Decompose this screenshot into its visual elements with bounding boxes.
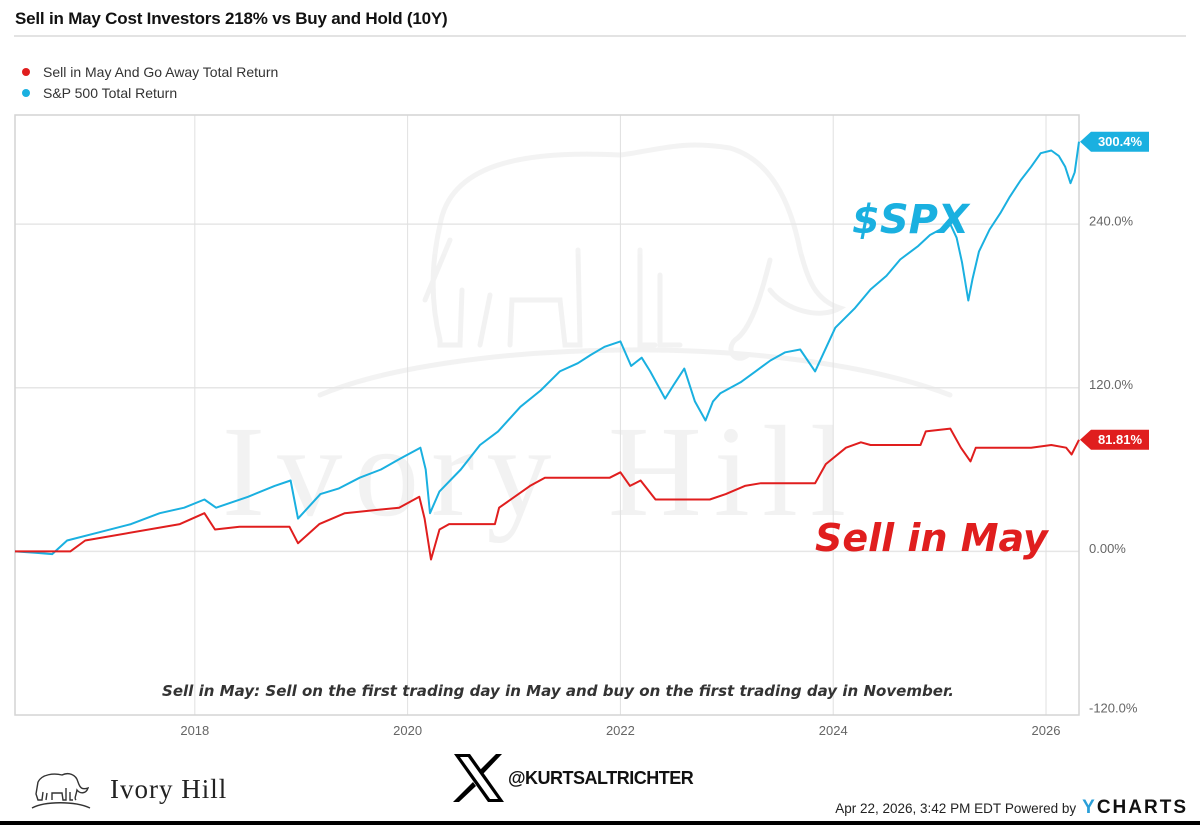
series-line-sell-in-may: [15, 427, 1080, 561]
x-tick-label: 2024: [819, 723, 848, 738]
title-divider: [14, 35, 1186, 37]
y-tick-label: -120.0%: [1089, 700, 1138, 715]
handle-text: @KURTSALTRICHTER: [508, 767, 694, 788]
footer-brand-name: Ivory Hill: [110, 773, 228, 804]
end-label-sp500: 300.4%: [1080, 131, 1149, 152]
legend-dot-sell-in-may: [22, 67, 30, 76]
watermark: Ivory Hill: [222, 142, 953, 544]
y-tick-label: 240.0%: [1089, 214, 1134, 229]
x-tick-label: 2018: [180, 723, 209, 738]
footer-brand-logo: Ivory Hill: [30, 768, 227, 810]
chart-title: Sell in May Cost Investors 218% vs Buy a…: [15, 9, 448, 28]
x-tick-label: 2020: [393, 723, 422, 738]
bottom-border: [0, 821, 1200, 825]
legend-label: Sell in May And Go Away Total Return: [43, 63, 279, 80]
legend: Sell in May And Go Away Total Return S&P…: [22, 61, 278, 103]
series-line-sp500: [14, 141, 1080, 556]
y-axis-ticks: -120.0% 0.00% 120.0% 240.0%: [1089, 214, 1138, 716]
legend-item-sp500[interactable]: S&P 500 Total Return: [22, 82, 278, 103]
plot-border: [14, 114, 1080, 716]
x-tick-label: 2026: [1032, 723, 1061, 738]
annotation-spx: $SPX: [852, 197, 971, 243]
watermark-text: Ivory Hill: [222, 400, 858, 544]
social-handle[interactable]: @KURTSALTRICHTER: [452, 752, 694, 804]
annotation-footnote: Sell in May: Sell on the first trading d…: [162, 682, 954, 700]
timestamp: Apr 22, 2026, 3:42 PM EDT: [835, 800, 1002, 816]
end-label-flag: [1080, 131, 1149, 152]
elephant-icon: [31, 773, 91, 809]
end-label-flag: [1080, 429, 1149, 450]
end-label-text: 300.4%: [1098, 134, 1143, 149]
elephant-icon: [422, 142, 847, 361]
end-label-text: 81.81%: [1098, 432, 1143, 447]
x-tick-label: 2022: [606, 723, 635, 738]
legend-item-sell-in-may[interactable]: Sell in May And Go Away Total Return: [22, 61, 278, 82]
x-logo-icon: [453, 754, 504, 802]
x-axis-ticks: 2018 2020 2022 2024 2026: [180, 723, 1060, 738]
annotation-sell-in-may: Sell in May: [815, 516, 1050, 560]
end-labels: 300.4% 81.81%: [1080, 131, 1149, 450]
ycharts-y: Y: [1082, 797, 1097, 818]
ycharts-rest: CHARTS: [1096, 797, 1188, 818]
legend-dot-sp500: [22, 88, 30, 97]
y-tick-label: 120.0%: [1089, 377, 1134, 392]
footer-stamp: Apr 22, 2026, 3:42 PM EDT Powered by YCH…: [835, 797, 1188, 819]
powered-by-text: Powered by: [1004, 800, 1077, 816]
gridlines: [15, 115, 1079, 715]
series-lines: [14, 141, 1080, 561]
legend-label: S&P 500 Total Return: [43, 84, 178, 101]
annotations: $SPX Sell in May Sell in May: Sell on the …: [162, 197, 1050, 700]
end-label-sell-in-may: 81.81%: [1080, 429, 1149, 450]
ycharts-logo[interactable]: YCHARTS: [1082, 797, 1188, 819]
y-tick-label: 0.00%: [1089, 541, 1126, 556]
plot-frame: [14, 114, 1080, 716]
